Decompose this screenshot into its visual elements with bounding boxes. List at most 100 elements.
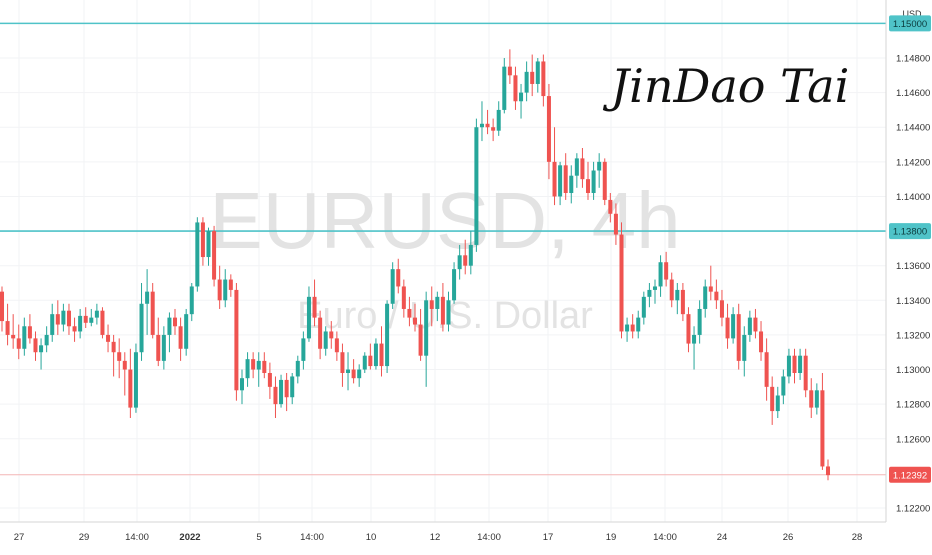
candle-body bbox=[22, 326, 27, 349]
candle-bullish bbox=[786, 348, 791, 384]
candle-bullish bbox=[692, 326, 697, 370]
candle-body bbox=[719, 300, 724, 318]
candle-body bbox=[262, 360, 267, 373]
candle-bearish bbox=[27, 314, 32, 344]
candle-body bbox=[412, 317, 418, 325]
candle-bullish bbox=[61, 303, 66, 332]
candle-body bbox=[686, 314, 691, 344]
candle-bullish bbox=[474, 118, 479, 252]
level-price-label: 1.15000 bbox=[893, 19, 927, 30]
time-tick-label: 14:00 bbox=[477, 532, 501, 543]
candle-body bbox=[83, 315, 88, 323]
candle-body bbox=[368, 355, 373, 367]
candle-bullish bbox=[94, 303, 99, 325]
horizontal-lines-layer bbox=[0, 22, 886, 476]
price-tick-label: 1.14000 bbox=[896, 192, 930, 203]
time-tick-label: 24 bbox=[717, 532, 728, 543]
candle-body bbox=[173, 317, 178, 327]
candle-bullish bbox=[468, 231, 473, 275]
time-axis[interactable]: 27 29 14:00 2022 5 14:00 10 12 14:00 17 19 14:00 24 2… bbox=[0, 521, 886, 543]
candle-bearish bbox=[262, 352, 267, 379]
candle-body bbox=[156, 334, 161, 361]
candle-bullish bbox=[558, 161, 563, 206]
candle-bearish bbox=[719, 289, 724, 327]
price-tick-label: 1.14400 bbox=[896, 123, 930, 134]
candle-body bbox=[290, 376, 295, 398]
candle-body bbox=[312, 296, 317, 318]
candle-bearish bbox=[401, 279, 406, 318]
candle-body bbox=[178, 326, 183, 349]
candle-bearish bbox=[580, 148, 585, 188]
candle-bearish bbox=[541, 54, 546, 107]
candle-bearish bbox=[630, 314, 635, 339]
candle-bullish bbox=[647, 283, 652, 308]
candle-bullish bbox=[524, 61, 529, 102]
candle-body bbox=[306, 296, 311, 339]
last-price-label: 1.12392 bbox=[893, 470, 927, 481]
candle-body bbox=[407, 308, 412, 318]
candle-bullish bbox=[641, 291, 646, 325]
candle-bearish bbox=[759, 321, 764, 361]
price-tick-label: 1.14200 bbox=[896, 157, 930, 168]
candle-body bbox=[390, 269, 395, 304]
candle-bullish bbox=[245, 352, 250, 387]
candle-bullish bbox=[496, 101, 501, 136]
candle-bullish bbox=[446, 291, 451, 332]
time-tick-label: 10 bbox=[366, 532, 377, 543]
candle-bullish bbox=[189, 283, 194, 322]
candle-body bbox=[139, 303, 144, 353]
candle-body bbox=[228, 279, 233, 290]
candle-bearish bbox=[0, 286, 5, 332]
candle-body bbox=[468, 244, 473, 266]
time-tick-label: 5 bbox=[256, 532, 261, 543]
candle-body bbox=[362, 355, 367, 370]
candle-bullish bbox=[295, 355, 300, 384]
candle-body bbox=[212, 231, 217, 280]
candle-body bbox=[301, 338, 306, 361]
candle-body bbox=[200, 222, 205, 258]
candle-bearish bbox=[340, 343, 345, 387]
candle-bearish bbox=[708, 265, 713, 301]
candle-bullish bbox=[78, 308, 83, 339]
candle-bearish bbox=[234, 283, 239, 401]
candle-body bbox=[608, 199, 613, 214]
candle-bearish bbox=[412, 303, 418, 332]
price-tick-label: 1.13400 bbox=[896, 296, 930, 307]
candle-bearish bbox=[284, 373, 289, 412]
candle-body bbox=[786, 355, 791, 377]
candle-bullish bbox=[731, 307, 736, 344]
candle-body bbox=[128, 369, 133, 408]
candle-body bbox=[239, 378, 244, 391]
candle-bearish bbox=[251, 352, 256, 379]
candle-bearish bbox=[117, 338, 122, 379]
time-tick-label: 17 bbox=[543, 532, 554, 543]
candle-bearish bbox=[563, 153, 568, 200]
candle-body bbox=[424, 300, 429, 356]
price-tick-label: 1.14800 bbox=[896, 54, 930, 65]
candle-bearish bbox=[100, 307, 105, 339]
candle-body bbox=[463, 255, 468, 266]
price-axis[interactable]: 1.14800 1.14600 1.14400 1.14200 1.14000 1.138… bbox=[885, 0, 930, 522]
candle-body bbox=[150, 291, 155, 335]
candle-bullish bbox=[569, 165, 574, 204]
candle-body bbox=[94, 310, 99, 318]
candle-bullish bbox=[357, 364, 362, 387]
candle-body bbox=[546, 96, 551, 162]
candle-bearish bbox=[714, 279, 719, 309]
candle-body bbox=[625, 324, 630, 332]
candle-body bbox=[100, 310, 105, 335]
price-tick-label: 1.13200 bbox=[896, 330, 930, 341]
candle-bearish bbox=[83, 307, 88, 328]
candle-bullish bbox=[675, 283, 680, 315]
candle-bearish bbox=[128, 348, 133, 418]
candles-layer bbox=[0, 49, 831, 481]
candle-body bbox=[373, 343, 378, 367]
candle-bearish bbox=[11, 314, 16, 349]
candle-bearish bbox=[619, 222, 624, 339]
candle-body bbox=[279, 379, 284, 405]
candle-body bbox=[507, 66, 512, 76]
candle-body bbox=[267, 373, 272, 387]
symbol-watermark: EURUSD, 4h Euro / U.S. Dollar bbox=[209, 176, 680, 337]
